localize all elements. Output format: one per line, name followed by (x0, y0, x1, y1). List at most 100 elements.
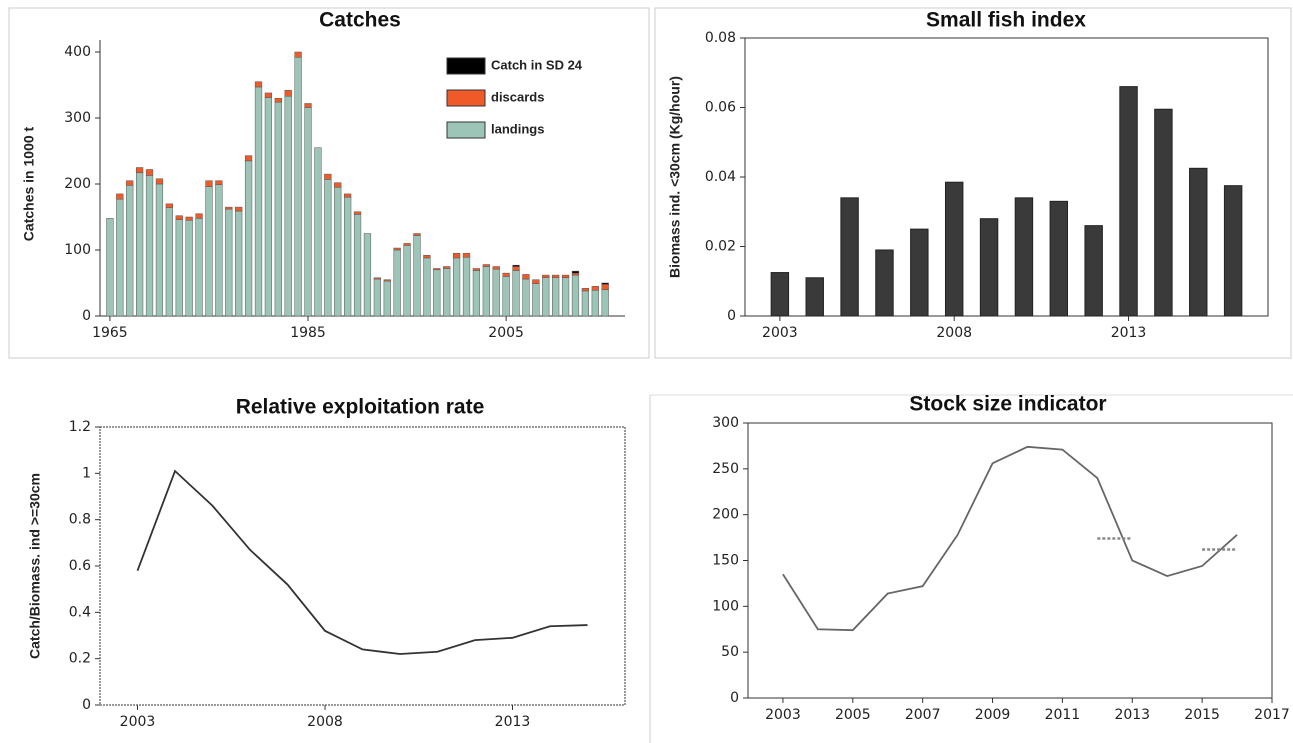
chart-title: Stock size indicator (909, 393, 1106, 416)
bar-segment (433, 268, 441, 271)
bar-segment (581, 288, 589, 292)
y-tick-label: 0.08 (705, 30, 736, 46)
y-tick-label: 0 (727, 308, 736, 324)
bar-segment (205, 180, 213, 187)
bar-segment (502, 272, 510, 277)
bar-segment (126, 180, 134, 186)
bar-segment (383, 279, 391, 282)
bar-segment (413, 235, 421, 317)
panel-frame (654, 7, 1292, 359)
y-axis-label: Catch/Biomass. ind >=30cm (27, 473, 43, 659)
y-tick-label: 0 (82, 308, 91, 324)
x-tick-label: 2013 (495, 714, 531, 730)
legend-swatch (446, 89, 486, 107)
bar (1223, 185, 1243, 317)
bar (1014, 197, 1034, 317)
bar-segment (175, 215, 183, 220)
bar-segment (353, 214, 362, 317)
y-tick-label: 0.04 (705, 169, 736, 185)
bar-segment (264, 97, 273, 317)
bar-segment (294, 57, 302, 317)
bar-segment (264, 92, 273, 98)
x-tick-label: 2003 (762, 325, 798, 341)
bar-segment (591, 286, 599, 291)
panel-frame (8, 7, 650, 359)
bar-segment (423, 255, 431, 259)
bar (805, 277, 824, 317)
bar (1119, 86, 1138, 317)
bar-segment (502, 276, 510, 317)
bar-segment (106, 218, 114, 317)
y-axis-label: Biomass ind. <30cm (Kg/hour) (667, 76, 683, 278)
bar-segment (571, 270, 580, 274)
x-tick-label: 2003 (120, 714, 156, 730)
bar-segment (561, 277, 570, 317)
y-tick-label: 0.8 (69, 512, 91, 528)
chart-title: Relative exploitation rate (236, 396, 485, 419)
bar-segment (383, 280, 391, 317)
plot-frame (99, 426, 626, 706)
bar-segment (452, 253, 461, 259)
y-tick-label: 200 (64, 176, 91, 192)
bar-segment (195, 213, 203, 219)
bar-segment (552, 274, 560, 278)
bar-segment (155, 183, 164, 317)
bar-segment (423, 257, 431, 317)
bar (770, 272, 790, 317)
bar-segment (334, 187, 342, 317)
x-tick-label: 2013 (1114, 707, 1150, 723)
x-tick-label: 2009 (975, 707, 1011, 723)
bar-segment (165, 207, 173, 317)
bar (1049, 200, 1069, 317)
bar-segment (512, 264, 520, 267)
legend-swatch (446, 57, 486, 75)
bar (875, 249, 894, 317)
bar-segment (254, 86, 263, 317)
bar-segment (393, 249, 401, 317)
y-tick-label: 100 (64, 242, 91, 258)
bar-segment (126, 185, 134, 317)
bar-segment (244, 160, 253, 317)
bar-segment (195, 218, 203, 317)
bar-segment (522, 278, 530, 317)
y-tick-label: 0.4 (69, 604, 91, 620)
bar-segment (254, 81, 263, 88)
reference-line (1097, 537, 1238, 551)
bar-segment (284, 90, 292, 97)
x-tick-label: 2003 (765, 707, 801, 723)
y-tick-label: 0.02 (705, 239, 736, 255)
x-tick-label: 1985 (290, 325, 326, 341)
bar-segment (601, 284, 609, 290)
bar-segment (462, 257, 471, 317)
y-tick-label: 250 (712, 461, 739, 477)
bar-segment (492, 266, 500, 270)
bar-segment (205, 186, 213, 317)
bar (910, 228, 929, 317)
bar-segment (274, 101, 282, 317)
bar-segment (165, 203, 173, 209)
x-tick-label: 2005 (835, 707, 871, 723)
bar-segment (145, 175, 154, 317)
bar-segment (413, 233, 421, 236)
bar (1154, 108, 1173, 317)
bar-segment (155, 178, 164, 185)
bar (944, 181, 964, 317)
bar-segment (601, 289, 609, 317)
x-tick-label: 2011 (1045, 707, 1081, 723)
line (136, 469, 588, 655)
bar-segment (482, 266, 490, 317)
bar-segment (235, 206, 243, 212)
y-tick-label: 50 (721, 644, 739, 660)
plot-frame (747, 422, 1273, 699)
y-tick-label: 1.2 (69, 419, 91, 435)
legend-label: landings (491, 121, 544, 136)
bar-segment (472, 268, 481, 271)
bar-segment (433, 269, 441, 317)
bar-segment (512, 270, 520, 317)
legend-label: discards (491, 89, 544, 104)
y-tick-label: 300 (712, 415, 739, 431)
bar-segment (403, 243, 411, 246)
bar-segment (334, 182, 342, 188)
bar (979, 218, 999, 317)
